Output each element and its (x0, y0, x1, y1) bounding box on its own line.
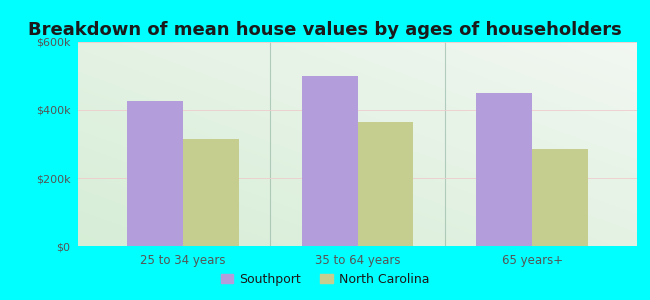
Bar (358, 122, 413, 246)
Legend: Southport, North Carolina: Southport, North Carolina (216, 268, 434, 291)
Bar (476, 93, 532, 246)
Bar (183, 139, 239, 246)
Text: Breakdown of mean house values by ages of householders: Breakdown of mean house values by ages o… (28, 21, 622, 39)
Bar (127, 101, 183, 246)
Bar (302, 76, 358, 246)
Bar (532, 149, 588, 246)
